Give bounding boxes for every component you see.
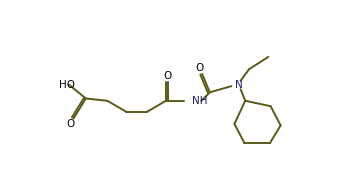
Text: N: N xyxy=(235,80,243,90)
Text: HO: HO xyxy=(59,80,75,90)
Text: O: O xyxy=(66,119,75,129)
Text: O: O xyxy=(196,63,204,73)
Text: O: O xyxy=(163,71,172,81)
Text: NH: NH xyxy=(192,96,208,106)
